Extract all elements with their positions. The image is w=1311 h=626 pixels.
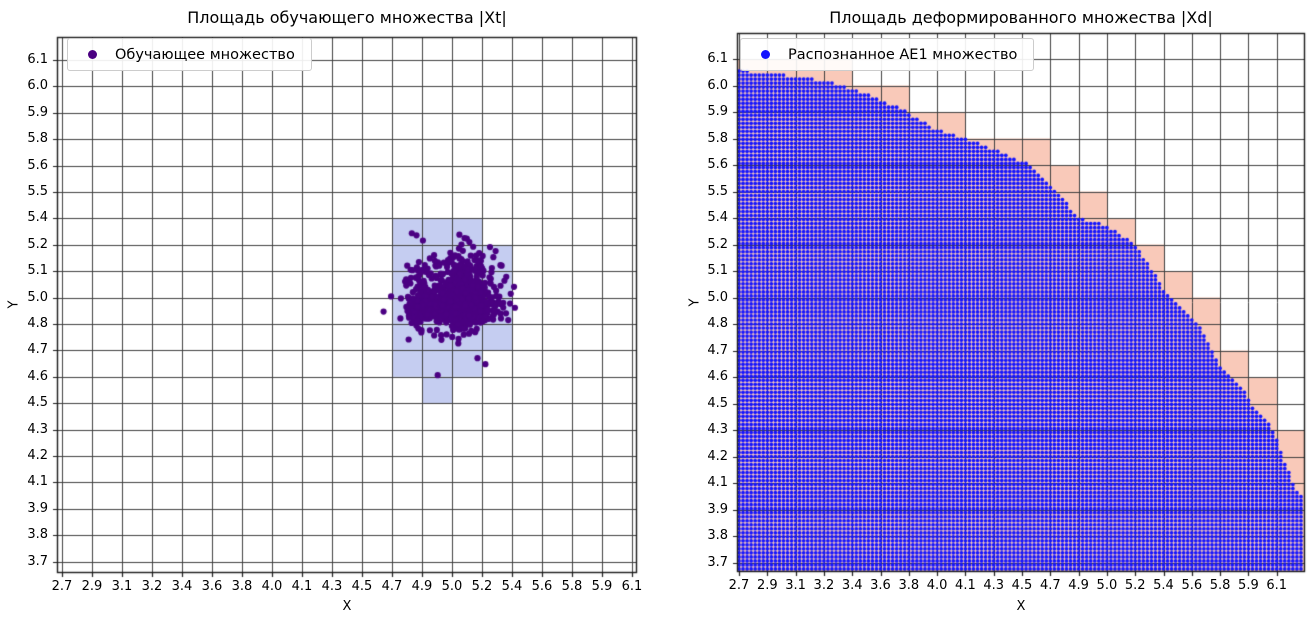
left-plot-legend: Обучающее множество bbox=[67, 38, 312, 71]
right-plot-x-tick-label: 3.8 bbox=[898, 578, 920, 593]
left-plot-title: Площадь обучающего множества |Xt| bbox=[187, 8, 507, 27]
right-plot-y-tick-label: 5.6 bbox=[707, 157, 728, 172]
right-plot-x-tick-label: 5.0 bbox=[1096, 578, 1118, 593]
left-plot-y-tick-label: 5.2 bbox=[27, 236, 48, 252]
right-plot-y-tick-label: 5.2 bbox=[707, 236, 728, 252]
left-plot-x-tick-label: 3.1 bbox=[111, 579, 133, 594]
right-plot-x-tick-label: 5.4 bbox=[1153, 578, 1174, 593]
left-plot-x-tick-label: 4.3 bbox=[321, 579, 343, 594]
left-plot-y-tick-label: 4.1 bbox=[27, 474, 48, 490]
left-plot-y-tick-label: 6.0 bbox=[27, 78, 48, 94]
left-plot-x-tick-label: 4.7 bbox=[381, 579, 403, 594]
left-plot-y-tick-label: 5.6 bbox=[27, 157, 48, 173]
right-plot-x-tick-label: 4.5 bbox=[1011, 578, 1033, 593]
right-plot-x-tick-label: 3.4 bbox=[841, 578, 863, 593]
right-plot-y-tick-label: 5.5 bbox=[707, 183, 728, 199]
right-plot-y-tick-label: 5.1 bbox=[707, 263, 728, 278]
left-plot-x-tick-label: 5.8 bbox=[561, 579, 583, 594]
left-plot-x-tick-label: 6.1 bbox=[621, 579, 643, 594]
left-plot-x-tick-label: 2.7 bbox=[51, 579, 73, 594]
left-plot-x-tick-label: 4.0 bbox=[261, 579, 283, 594]
left-plot-y-tick-label: 5.9 bbox=[27, 104, 48, 120]
left-plot-y-tick-label: 4.3 bbox=[27, 421, 48, 437]
left-plot-x-tick-label: 5.4 bbox=[501, 579, 523, 594]
left-plot-x-tick-label: 4.5 bbox=[351, 579, 373, 594]
left-plot-y-tick-label: 5.5 bbox=[27, 184, 48, 199]
right-plot-y-tick-label: 3.7 bbox=[707, 554, 728, 570]
left-plot-y-tick-label: 3.9 bbox=[27, 500, 48, 516]
left-plot-x-tick-label: 3.2 bbox=[141, 579, 163, 594]
left-plot-y-tick-label: 6.1 bbox=[27, 52, 48, 67]
left-plot-x-tick-label: 4.9 bbox=[411, 579, 433, 594]
right-plot-y-tick-label: 6.1 bbox=[707, 51, 728, 66]
right-plot-x-tick-label: 2.7 bbox=[728, 578, 750, 593]
right-legend-label: Распознанное AE1 множество bbox=[788, 46, 1018, 63]
left-plot-x-tick-label: 3.8 bbox=[231, 579, 253, 594]
left-plot-y-tick-label: 4.2 bbox=[27, 448, 48, 463]
left-plot-x-tick-label: 4.1 bbox=[291, 579, 313, 594]
left-plot-y-tick-label: 3.7 bbox=[27, 553, 48, 569]
right-plot-y-tick-label: 5.8 bbox=[707, 130, 728, 146]
right-plot-x-tick-label: 6.1 bbox=[1266, 578, 1288, 593]
right-plot-x-tick-label: 4.3 bbox=[983, 578, 1005, 593]
right-plot-y-tick-label: 5.4 bbox=[707, 210, 728, 225]
left-plot-x-tick-label: 5.6 bbox=[531, 579, 553, 594]
right-plot-x-tick-label: 5.6 bbox=[1181, 578, 1203, 593]
right-plot-legend: Распознанное AE1 множество bbox=[740, 38, 1035, 71]
right-plot-y-tick-label: 4.2 bbox=[707, 448, 728, 464]
right-plot-x-tick-label: 3.6 bbox=[870, 578, 891, 593]
left-plot-y-tick-label: 5.8 bbox=[27, 131, 48, 147]
left-plot-y-tick-label: 3.8 bbox=[27, 527, 48, 543]
training-set-marker-icon bbox=[88, 50, 97, 59]
left-plot-x-tick-label: 2.9 bbox=[81, 579, 103, 594]
right-plot-x-tick-label: 3.2 bbox=[813, 578, 835, 593]
right-plot-x-tick-label: 5.2 bbox=[1124, 578, 1146, 593]
left-plot-y-tick-label: 5.0 bbox=[27, 289, 48, 305]
right-plot-y-tick-label: 5.9 bbox=[707, 104, 728, 119]
right-plot-x-tick-label: 4.7 bbox=[1039, 578, 1061, 593]
right-plot-title: Площадь деформированного множества |Xd| bbox=[829, 8, 1213, 27]
left-plot-y-tick-label: 5.1 bbox=[27, 263, 48, 279]
right-plot-x-tick-label: 5.9 bbox=[1238, 578, 1259, 593]
right-plot-y-tick-label: 3.8 bbox=[707, 528, 728, 543]
right-plot-y-tick-label: 4.6 bbox=[707, 369, 728, 384]
left-plot-x-tick-label: 5.2 bbox=[471, 579, 493, 594]
right-plot-y-tick-label: 6.0 bbox=[707, 77, 728, 93]
left-plot-y-tick-label: 5.4 bbox=[27, 210, 48, 226]
right-plot-y-tick-label: 3.9 bbox=[707, 501, 728, 517]
right-plot-y-tick-label: 4.7 bbox=[707, 342, 728, 358]
right-plot-x-tick-label: 4.9 bbox=[1068, 578, 1089, 593]
left-plot-x-tick-label: 5.0 bbox=[441, 579, 463, 594]
left-plot-y-tick-label: 4.8 bbox=[27, 316, 48, 331]
right-plot-x-axis-label: X bbox=[1016, 599, 1026, 614]
right-plot-x-tick-label: 5.8 bbox=[1209, 578, 1231, 593]
right-plot-y-tick-label: 4.3 bbox=[707, 422, 728, 437]
right-plot-x-tick-label: 4.1 bbox=[955, 578, 976, 593]
right-plot-x-tick-label: 4.0 bbox=[926, 578, 948, 593]
left-plot-y-tick-label: 4.5 bbox=[27, 395, 48, 411]
recognized-set-marker-icon bbox=[761, 50, 770, 59]
right-plot-y-tick-label: 4.8 bbox=[707, 316, 728, 331]
left-plot-x-axis-label: X bbox=[342, 599, 352, 614]
right-plot-x-tick-label: 3.1 bbox=[785, 578, 806, 593]
left-plot-x-tick-label: 3.4 bbox=[171, 579, 193, 594]
right-plot-y-tick-label: 4.1 bbox=[707, 475, 728, 490]
right-plot-y-tick-label: 4.5 bbox=[707, 395, 728, 411]
left-plot-x-tick-label: 3.6 bbox=[201, 579, 223, 594]
right-plot-x-tick-label: 2.9 bbox=[756, 578, 778, 593]
left-plot-y-tick-label: 4.7 bbox=[27, 342, 48, 358]
left-plot-y-tick-label: 4.6 bbox=[27, 368, 48, 384]
right-plot-y-tick-label: 5.0 bbox=[707, 289, 728, 305]
left-legend-label: Обучающее множество bbox=[115, 46, 295, 63]
left-plot-x-tick-label: 5.9 bbox=[591, 579, 613, 594]
